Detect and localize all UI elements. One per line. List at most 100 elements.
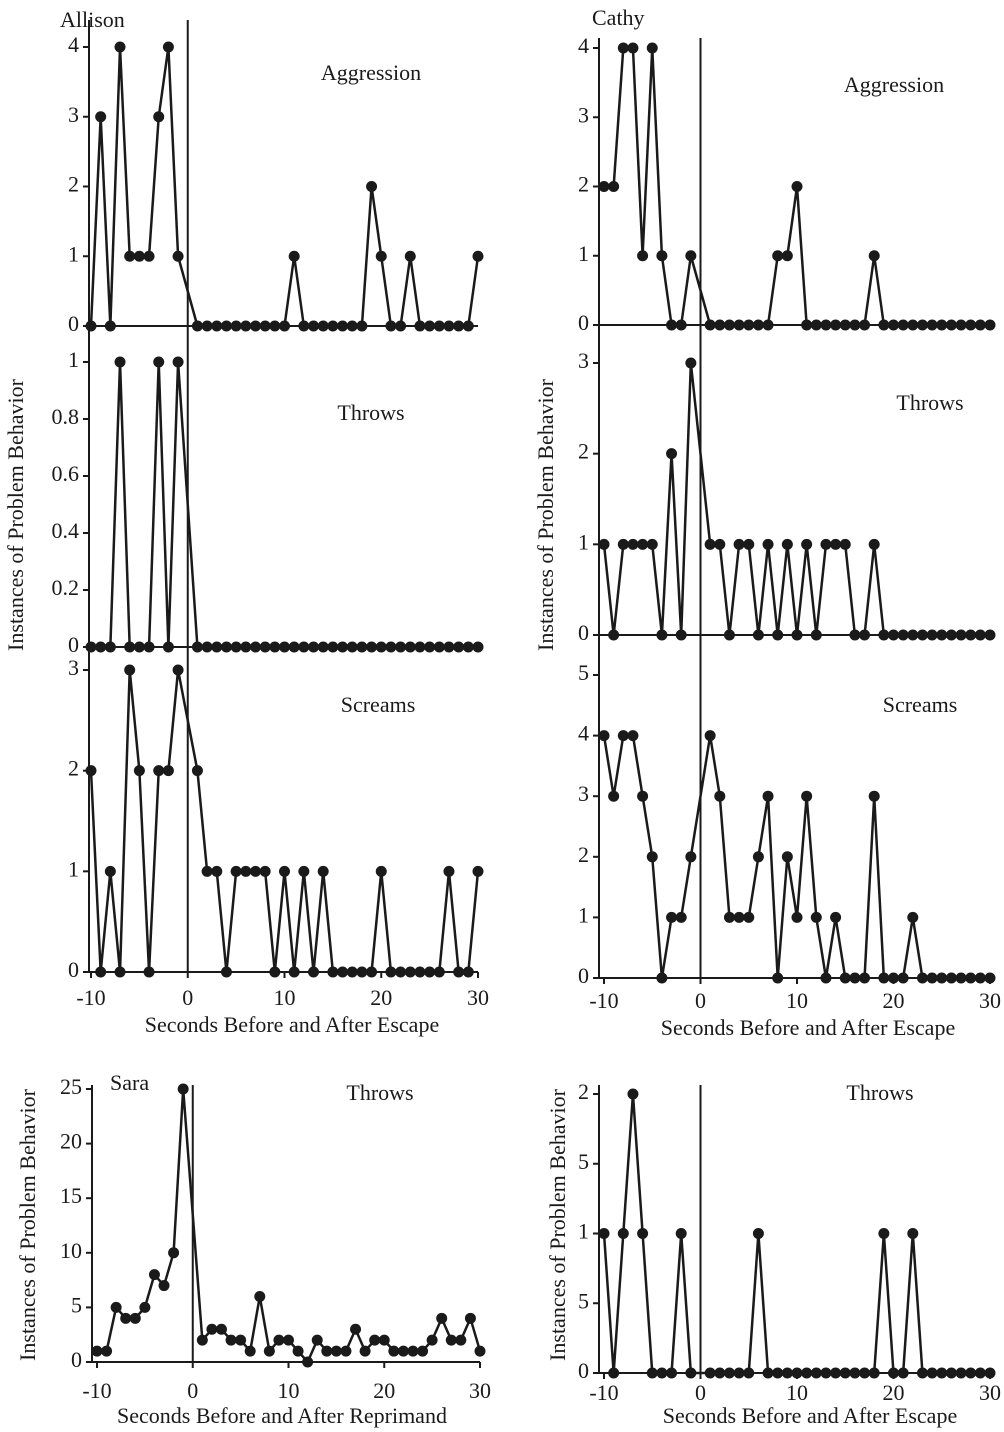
data-point (230, 865, 242, 877)
data-point (269, 320, 281, 332)
data-point (395, 320, 407, 332)
data-point (656, 250, 668, 262)
y-tick-label: 0 (68, 311, 79, 336)
data-point (395, 641, 407, 653)
data-point (378, 1334, 390, 1346)
data-point (849, 972, 861, 984)
data-point (153, 111, 165, 123)
data-point (743, 911, 755, 923)
data-point (366, 641, 378, 653)
panel-title: Screams (883, 692, 958, 717)
data-point (201, 320, 213, 332)
data-point (153, 356, 165, 368)
data-point (723, 319, 735, 331)
data-point (820, 972, 832, 984)
data-point (598, 538, 610, 550)
data-point (772, 972, 784, 984)
data-point (474, 1345, 486, 1357)
y-tick-label: 1 (68, 856, 79, 881)
data-point (743, 319, 755, 331)
data-point (762, 319, 774, 331)
data-point (337, 641, 349, 653)
data-point (288, 966, 300, 978)
data-point (675, 911, 687, 923)
data-point (414, 320, 426, 332)
y-tick-label: 10 (60, 1238, 82, 1263)
data-point (327, 966, 339, 978)
data-point (211, 641, 223, 653)
data-point (733, 538, 745, 550)
data-point (385, 966, 397, 978)
y-tick-label: 5 (71, 1292, 82, 1317)
data-point (984, 629, 996, 641)
data-point (230, 641, 242, 653)
y-tick-label: 4 (68, 32, 79, 57)
y-tick-label: 3 (578, 781, 589, 806)
data-point (878, 972, 890, 984)
data-point (974, 629, 986, 641)
data-point (385, 641, 397, 653)
data-point (220, 641, 232, 653)
x-tick-label: 10 (274, 985, 296, 1010)
data-point (308, 966, 320, 978)
data-point (104, 320, 116, 332)
data-point (859, 629, 871, 641)
x-axis-label: Seconds Before and After Escape (145, 1012, 439, 1037)
data-point (356, 641, 368, 653)
data-point (984, 319, 996, 331)
data-point (820, 319, 832, 331)
data-point (849, 629, 861, 641)
data-point (704, 730, 716, 742)
data-point (733, 319, 745, 331)
data-point (443, 865, 455, 877)
data-point (772, 629, 784, 641)
data-point (337, 320, 349, 332)
data-point (472, 865, 484, 877)
data-point (666, 1367, 678, 1379)
data-point (723, 911, 735, 923)
x-axis-label: Seconds Before and After Reprimand (117, 1403, 447, 1428)
y-tick-label: 2 (578, 842, 589, 867)
data-point (346, 320, 358, 332)
data-point (666, 319, 678, 331)
data-point (752, 851, 764, 863)
data-point (168, 1247, 180, 1259)
data-point (801, 1367, 813, 1379)
data-point (462, 320, 474, 332)
data-point (172, 356, 184, 368)
data-point (359, 1345, 371, 1357)
data-point (95, 111, 107, 123)
data-point (839, 538, 851, 550)
data-point (254, 1290, 266, 1302)
data-point (220, 966, 232, 978)
data-point (211, 320, 223, 332)
panel-title: Throws (896, 390, 963, 415)
x-tick-label: 0 (187, 1378, 198, 1403)
y-tick-label: 2 (578, 1079, 589, 1104)
data-point (965, 319, 977, 331)
y-tick-label: 0 (68, 957, 79, 982)
y-tick-label: 4 (578, 33, 589, 58)
data-point (868, 790, 880, 802)
data-point (666, 911, 678, 923)
data-point (279, 865, 290, 877)
data-point (781, 1367, 793, 1379)
y-tick-label: 3 (68, 655, 79, 680)
data-point (308, 641, 320, 653)
x-tick-label: 10 (786, 1380, 808, 1405)
data-point (752, 629, 764, 641)
data-point (388, 1345, 400, 1357)
data-point (346, 966, 358, 978)
data-point (897, 1367, 909, 1379)
y-tick-label: 5 (578, 1288, 589, 1313)
data-point (801, 538, 813, 550)
y-tick-label: 1 (578, 902, 589, 927)
data-point (762, 1367, 774, 1379)
data-point (859, 972, 871, 984)
x-axis-label: Seconds Before and After Escape (663, 1403, 957, 1428)
data-point (888, 629, 899, 641)
data-point (791, 911, 803, 923)
x-tick-label: 10 (278, 1378, 300, 1403)
data-point (714, 790, 726, 802)
data-point (945, 319, 957, 331)
